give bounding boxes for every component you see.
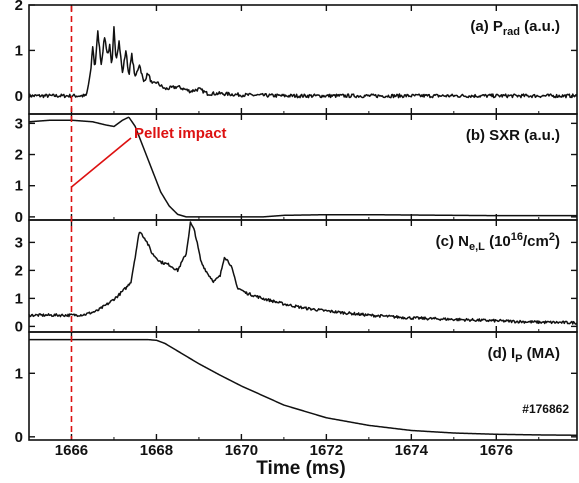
- x-tick-label: 1672: [310, 442, 343, 459]
- y-tick-label: 1: [15, 42, 23, 59]
- panel-label: (d) IP (MA): [488, 345, 560, 365]
- pellet-impact-label: Pellet impact: [134, 125, 227, 142]
- panel-label: (b) SXR (a.u.): [466, 127, 560, 144]
- series-line-d: [29, 338, 578, 436]
- series-line-c: [28, 221, 578, 325]
- y-tick-label: 1: [15, 178, 23, 195]
- x-tick-label: 1670: [225, 442, 258, 459]
- y-tick-label: 2: [15, 147, 23, 164]
- shot-number: #176862: [522, 402, 569, 416]
- panel-frame: [28, 331, 578, 441]
- y-tick-label: 0: [15, 88, 23, 105]
- x-axis-title: Time (ms): [256, 458, 345, 479]
- panel-d: 0 1 (d) IP (MA): [15, 331, 578, 446]
- panels: 0 1 2 (a) Prad (a.u.) 0 1 2 3 (b) SXR (a.u.) 0 1 2 3…: [15, 0, 578, 446]
- x-axis: 1666 1668 1670 1672 1674 1676: [55, 442, 513, 459]
- y-tick-label: 2: [15, 262, 23, 279]
- x-tick-label: 1666: [55, 442, 88, 459]
- pellet-impact-pointer: [70, 137, 132, 188]
- series-line-b: [28, 116, 577, 218]
- y-tick-label: 3: [15, 115, 23, 132]
- panel-c: 0 1 2 3 (c) Ne,L (1016/cm2): [15, 219, 578, 335]
- y-tick-label: 0: [15, 318, 23, 335]
- y-tick-label: 0: [15, 209, 23, 226]
- series-line-a: [28, 26, 578, 99]
- y-tick-label: 2: [15, 0, 23, 14]
- panel-label: (a) Prad (a.u.): [470, 18, 560, 38]
- x-tick-label: 1674: [395, 442, 429, 459]
- x-tick-label: 1676: [480, 442, 513, 459]
- panel-b: 0 1 2 3 (b) SXR (a.u.): [15, 113, 578, 226]
- x-tick-label: 1668: [140, 442, 173, 459]
- y-tick-label: 3: [15, 234, 23, 251]
- panel-a: 0 1 2 (a) Prad (a.u.): [15, 0, 578, 115]
- y-tick-label: 0: [15, 429, 23, 446]
- panel-label: (c) Ne,L (1016/cm2): [436, 231, 560, 253]
- y-tick-label: 1: [15, 365, 23, 382]
- y-tick-label: 1: [15, 290, 23, 307]
